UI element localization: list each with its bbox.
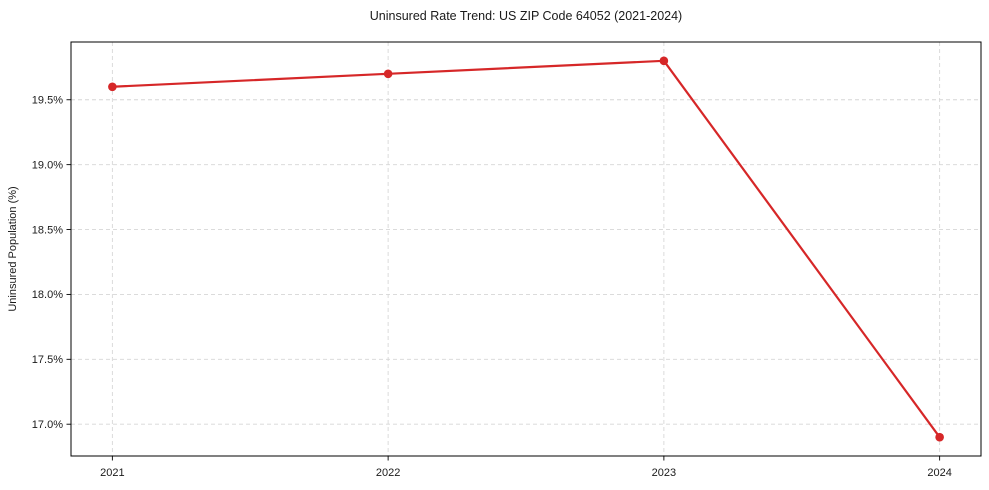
plot-border (70, 41, 982, 457)
data-point (383, 69, 393, 79)
data-point (935, 432, 944, 442)
y-tick-label: 19.5% (32, 95, 63, 107)
chart-title: Uninsured Rate Trend: US ZIP Code 64052 … (370, 9, 682, 23)
y-tick-label: 18.5% (32, 224, 63, 236)
y-tick-label: 19.0% (32, 159, 63, 171)
x-tick-label: 2021 (100, 467, 124, 479)
trend-line (111, 59, 941, 439)
y-axis-label: Uninsured Population (%) (7, 186, 19, 311)
grid-lines (71, 42, 981, 456)
x-tick-label: 2022 (376, 467, 400, 479)
y-tick-label: 17.5% (32, 354, 63, 366)
x-tick-label: 2024 (927, 467, 951, 479)
axis-ticks: 17.0% 17.5% 18.0% 18.5% 19.0% 19.5% 2021 2022 20… (32, 95, 952, 479)
y-tick-label: 17.0% (32, 419, 63, 431)
data-series (108, 56, 944, 442)
data-point (108, 82, 117, 92)
y-tick-label: 18.0% (32, 289, 63, 301)
x-tick-label: 2023 (652, 467, 676, 479)
data-point (659, 56, 669, 66)
